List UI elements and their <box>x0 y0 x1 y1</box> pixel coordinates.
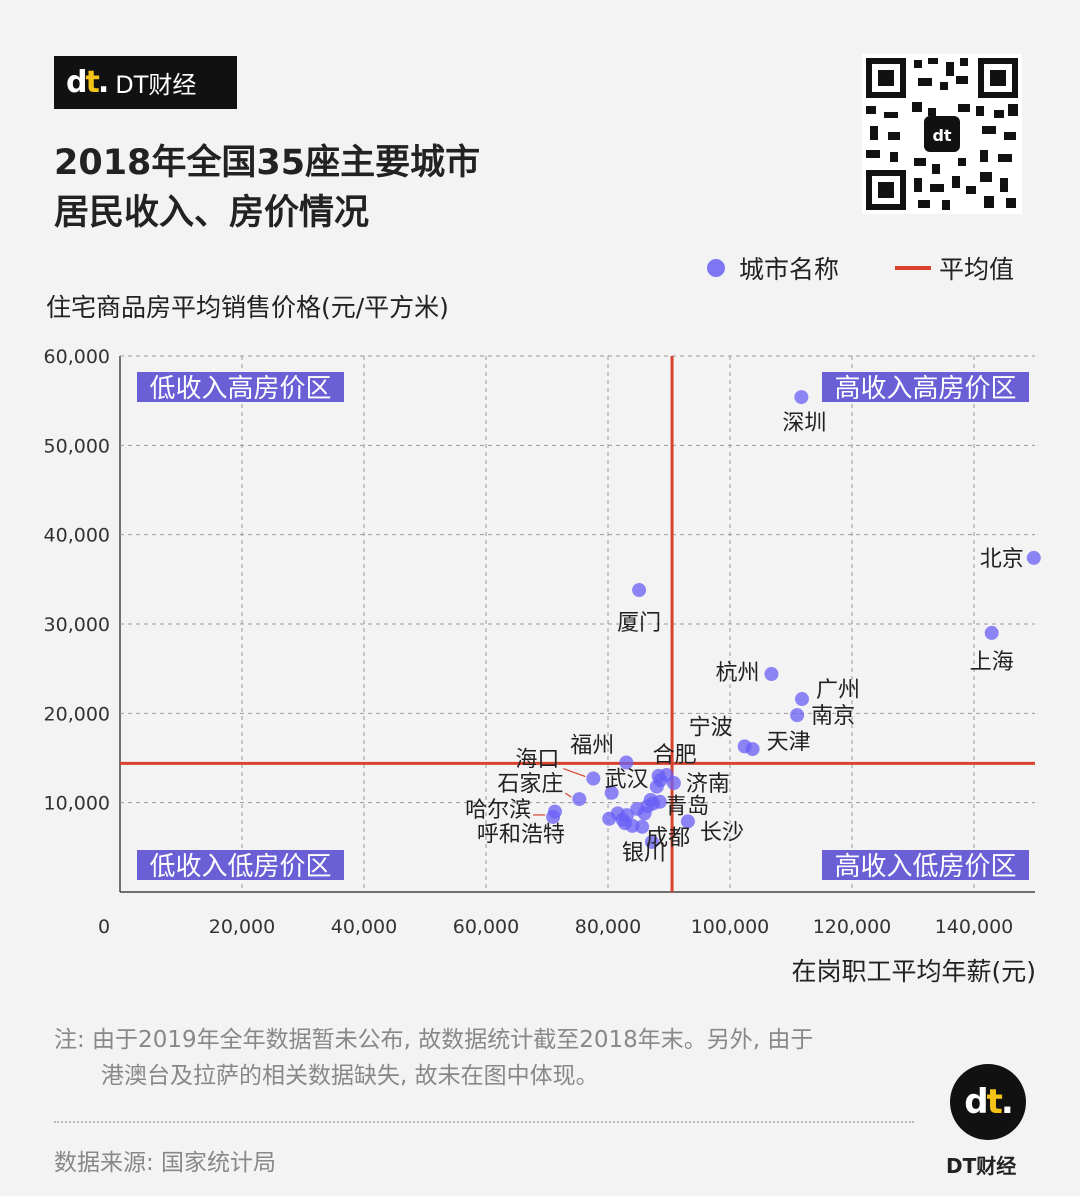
divider <box>54 1121 914 1123</box>
legend-average: 平均值 <box>895 250 1014 286</box>
point-label: 武汉 <box>604 767 648 792</box>
data-point <box>644 834 659 849</box>
zone-bg-bottom-left <box>137 850 344 880</box>
y-tick-label: 50,000 <box>44 435 110 457</box>
chart-grid <box>119 355 1035 893</box>
point-label: 成都 <box>646 826 690 851</box>
zone-label-top-right: 高收入高房价区 <box>834 374 1016 404</box>
y-tick-label: 20,000 <box>44 703 110 725</box>
data-point <box>794 390 809 405</box>
data-point <box>586 771 601 786</box>
data-point <box>764 667 779 682</box>
data-point <box>619 755 634 770</box>
y-tick-label: 10,000 <box>44 793 110 815</box>
x-axis-title: 在岗职工平均年薪(元) <box>791 957 1036 986</box>
data-point <box>604 785 619 800</box>
axis-ticks: 0 20,000 40,000 60,000 80,000 100,000 120,000 1… <box>44 346 1014 938</box>
data-point <box>652 794 667 809</box>
data-point <box>745 742 760 757</box>
point-label: 呼和浩特 <box>477 823 565 848</box>
x-tick-label: 100,000 <box>691 916 770 938</box>
x-tick-label: 80,000 <box>575 916 641 938</box>
data-point <box>572 792 587 807</box>
data-point <box>1026 550 1041 565</box>
title-line-1: 2018年全国35座主要城市 <box>54 143 481 183</box>
data-source: 数据来源: 国家统计局 <box>54 1150 277 1176</box>
data-point <box>790 708 805 723</box>
label-pointer <box>564 792 572 798</box>
dt-logo-icon: dt. <box>66 65 109 100</box>
x-tick-label: 20,000 <box>209 916 275 938</box>
footnote: 注: 由于2019年全年数据暂未公布, 故数据统计截至2018年末。另外, 由于… <box>54 1022 1044 1094</box>
point-label: 广州 <box>816 678 860 703</box>
point-label: 青岛 <box>665 795 709 820</box>
legend-cities: 城市名称 <box>705 250 839 286</box>
qr-code-icon: dt <box>862 54 1022 214</box>
zone-bg-top-left <box>137 372 344 402</box>
footnote-line-2: 港澳台及拉萨的相关数据缺失, 故未在图中体现。 <box>101 1063 599 1089</box>
y-tick-label: 30,000 <box>44 614 110 636</box>
page-title: 2018年全国35座主要城市 居民收入、房价情况 <box>54 138 480 238</box>
zone-bg-top-right <box>822 372 1029 402</box>
badge-label: DT财经 <box>946 1154 1017 1178</box>
point-label: 南京 <box>811 704 855 729</box>
point-label: 上海 <box>970 650 1014 675</box>
label-pointer <box>563 767 586 778</box>
data-point <box>640 799 655 814</box>
point-label: 宁波 <box>689 715 733 740</box>
svg-text:dt: dt <box>932 126 951 145</box>
point-label: 北京 <box>980 547 1024 572</box>
brand-name: DT财经 <box>115 71 197 99</box>
brand-logo-box: dt. DT财经 <box>54 56 237 109</box>
zone-label-top-left: 低收入高房价区 <box>149 374 331 404</box>
point-label: 合肥 <box>653 743 697 768</box>
x-tick-label: 140,000 <box>935 916 1014 938</box>
data-point <box>984 625 999 640</box>
data-point <box>547 804 562 819</box>
point-label: 哈尔滨 <box>465 798 531 823</box>
average-lines <box>120 356 1035 892</box>
point-label: 天津 <box>767 730 811 755</box>
zone-bg-bottom-right <box>822 850 1029 880</box>
point-label: 石家庄 <box>497 772 563 797</box>
data-point <box>618 816 633 831</box>
x-tick-label: 0 <box>98 916 110 938</box>
data-point <box>659 767 674 782</box>
zone-label-bottom-left: 低收入低房价区 <box>149 852 331 882</box>
footnote-line-1: 注: 由于2019年全年数据暂未公布, 故数据统计截至2018年末。另外, 由于 <box>54 1027 814 1053</box>
legend-line-label: 平均值 <box>939 255 1015 284</box>
dt-badge-icon: dt. <box>950 1064 1026 1140</box>
title-line-2: 居民收入、房价情况 <box>54 193 370 233</box>
point-label: 济南 <box>686 772 730 797</box>
x-tick-label: 60,000 <box>453 916 519 938</box>
y-tick-label: 60,000 <box>44 346 110 368</box>
point-label: 长沙 <box>700 820 744 845</box>
legend-dots-label: 城市名称 <box>739 255 840 284</box>
x-tick-label: 120,000 <box>813 916 892 938</box>
point-label: 福州 <box>570 733 614 758</box>
y-tick-label: 40,000 <box>44 525 110 547</box>
data-point <box>794 692 809 707</box>
legend-dot-icon <box>707 259 725 277</box>
zone-label-bottom-right: 高收入低房价区 <box>834 852 1016 882</box>
data-point <box>632 583 647 598</box>
legend-line-icon <box>895 266 931 270</box>
data-point <box>649 779 664 794</box>
x-tick-label: 40,000 <box>331 916 397 938</box>
data-point <box>680 814 695 829</box>
point-label: 厦门 <box>617 611 661 636</box>
point-label: 深圳 <box>782 411 826 436</box>
point-label: 银川 <box>622 841 666 866</box>
y-axis-title: 住宅商品房平均销售价格(元/平方米) <box>46 293 449 322</box>
point-label: 杭州 <box>715 661 759 686</box>
point-label: 海口 <box>515 748 559 773</box>
data-points <box>546 390 1041 849</box>
